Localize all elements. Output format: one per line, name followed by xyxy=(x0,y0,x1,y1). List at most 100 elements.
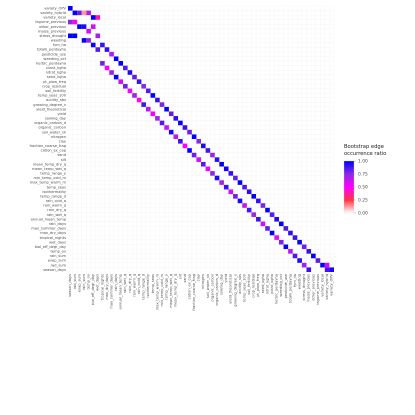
heatmap-cell xyxy=(68,19,73,25)
y-tick-label: seed_kgha xyxy=(47,75,66,79)
y-tick-label: max_summer_days xyxy=(31,227,66,231)
x-tick-label: temp_range_d xyxy=(142,274,146,300)
legend-title-line-2: occurrence ratio xyxy=(344,151,386,157)
heatmap-cell xyxy=(306,249,312,254)
heatmap-cell xyxy=(269,212,275,217)
y-tick-label: nitrogen xyxy=(51,135,66,139)
x-tick-label: soil_fertility xyxy=(247,273,251,295)
y-tick-label: acidity_sbs xyxy=(46,98,66,102)
heatmap-cell xyxy=(95,33,101,39)
legend-title-line-1: Bootstrap edge xyxy=(344,144,384,150)
y-tick-label: rain_warm_q xyxy=(43,204,66,208)
heatmap-cell xyxy=(274,216,279,222)
y-tick-label: temp_range_d xyxy=(40,194,66,198)
y-tick-label: isothermality xyxy=(42,190,66,194)
heatmap-cell xyxy=(223,184,229,190)
y-tick-label: yield_theoretical xyxy=(36,107,66,111)
heatmap-cell xyxy=(301,262,307,268)
y-axis-labels: variety_OPVvariety_hybridvariety_localle… xyxy=(29,6,66,271)
heatmap-cell xyxy=(320,262,325,268)
heatmap-cell xyxy=(269,230,275,236)
heatmap-cell xyxy=(77,10,82,16)
x-tick-label: sand xyxy=(183,274,187,283)
heatmap-cell xyxy=(168,129,174,135)
heatmap-cell xyxy=(173,134,179,139)
y-tick-label: sand xyxy=(57,153,66,157)
y-tick-label: temp_seas xyxy=(47,185,66,189)
heatmap-cell xyxy=(288,249,293,254)
y-tick-label: temp_ov xyxy=(50,250,66,254)
heatmap-cell xyxy=(155,97,160,103)
y-tick-label: cation_ex_cap xyxy=(41,149,67,153)
x-tick-label: rain_warm_q xyxy=(132,274,136,297)
heatmap-cell xyxy=(311,253,316,259)
heatmap-cell xyxy=(132,93,137,98)
y-tick-label: variety_local xyxy=(43,16,66,20)
heatmap-cell xyxy=(81,24,87,29)
heatmap-cell xyxy=(329,267,334,272)
heatmap-cell xyxy=(260,221,266,227)
y-tick-label: organic_carbon xyxy=(38,126,66,130)
heatmap-cell xyxy=(145,106,151,112)
x-tick-label: mean_temp_wet_q xyxy=(169,274,173,308)
heatmap-cell xyxy=(72,33,78,39)
heatmap-cell xyxy=(145,88,151,94)
heatmap-cell xyxy=(237,180,243,185)
heatmap-cell xyxy=(223,166,229,172)
heatmap-cell xyxy=(196,157,201,162)
heatmap-cell xyxy=(246,207,252,213)
x-tick-label: wet_days xyxy=(96,274,100,291)
heatmap-cell xyxy=(205,166,211,172)
y-tick-label: soil_water_sh xyxy=(42,130,66,134)
y-tick-label: weeding xyxy=(51,39,66,43)
heatmap-cell xyxy=(123,83,128,89)
x-tick-label: isothermality xyxy=(146,273,150,297)
heatmap-cell xyxy=(113,56,119,62)
x-tick-label: mean_temp_dry_q xyxy=(174,274,178,307)
y-tick-label: mean_temp_dry_q xyxy=(33,162,66,166)
heatmap-cell xyxy=(292,235,298,240)
heatmap-cell xyxy=(86,10,91,16)
heatmap-cell xyxy=(278,221,284,227)
x-tick-label: herbic_perdayha xyxy=(275,274,279,304)
y-tick-label: herbic_perdayha xyxy=(36,61,66,65)
x-tick-label: maize_previous xyxy=(307,274,311,302)
x-tick-label: cation_ex_cap xyxy=(187,273,191,299)
x-tick-label: other_previous xyxy=(311,274,315,301)
legend-ticks: 1.00 0.75 0.50 0.25 0.00 xyxy=(354,159,368,217)
heatmap-cell xyxy=(201,161,206,167)
heatmap-cell xyxy=(178,139,183,144)
heatmap-cell xyxy=(233,194,238,199)
color-legend: Bootstrap edge occurrence ratio 1.00 0.75… xyxy=(343,144,386,217)
heatmap-cell xyxy=(104,47,110,52)
y-tick-label: soil_fertility xyxy=(45,89,67,93)
x-tick-label: pt_plow_freq xyxy=(256,274,260,297)
heatmap-cell xyxy=(109,70,114,75)
y-tick-label: annual_mean_temp xyxy=(31,217,67,221)
legend-tick-label: 1.00 xyxy=(358,159,368,165)
y-tick-label: plant_kgha xyxy=(46,66,66,70)
x-tick-label: variety_OPV xyxy=(330,273,334,295)
heatmap-cells xyxy=(68,6,334,272)
heatmap-cell xyxy=(86,38,91,43)
heatmap-cell xyxy=(315,258,321,263)
x-tick-label: rain_wet_q xyxy=(123,274,127,293)
x-tick-label: max_dry_days xyxy=(105,274,109,300)
y-tick-label: evap_sum xyxy=(48,259,67,263)
y-tick-label: pt_plow_freq xyxy=(43,80,66,84)
heatmap-cell xyxy=(159,102,165,107)
x-tick-label: stress_drought xyxy=(302,273,306,300)
heatmap-cell xyxy=(155,116,160,121)
y-tick-label: max_dry_days xyxy=(40,231,66,235)
x-tick-label: variety_local xyxy=(320,274,324,297)
heatmap-cell xyxy=(265,207,270,213)
x-tick-label: weeding xyxy=(298,274,302,289)
x-tick-label: season_days xyxy=(68,274,72,297)
x-tick-label: organic_carbon xyxy=(210,274,214,302)
x-tick-label: min_temp_cold_m xyxy=(160,274,164,307)
legend-tick-label: 0.75 xyxy=(358,172,368,178)
x-tick-label: legume_previous xyxy=(316,274,320,305)
heatmap-cell xyxy=(72,10,78,16)
heatmap-cell xyxy=(210,171,215,176)
heatmap-cell xyxy=(191,152,197,158)
